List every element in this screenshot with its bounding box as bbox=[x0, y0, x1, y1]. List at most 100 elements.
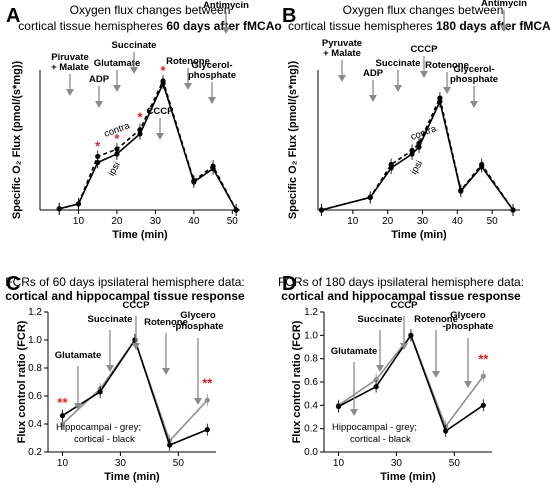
chart-subtitle-prefix: cortical tissue hemispheres bbox=[288, 19, 436, 33]
annotation-arrow-head bbox=[350, 409, 358, 416]
data-point bbox=[233, 207, 239, 213]
annotation-arrow-head bbox=[464, 381, 472, 388]
annotation-label: ADP bbox=[89, 74, 110, 85]
y-tick-label: 0.8 bbox=[304, 354, 318, 365]
data-point bbox=[95, 153, 101, 160]
chart-title: FCRs of 60 days ipsilateral hemisphere d… bbox=[5, 275, 244, 289]
annotation-label-line: -phosphate bbox=[172, 321, 223, 332]
significance-marker: * bbox=[137, 110, 143, 125]
x-tick-label: 10 bbox=[333, 458, 345, 469]
annotation-arrow-head bbox=[162, 368, 170, 375]
annotation-label-line: Antimycin bbox=[481, 0, 527, 9]
annotation-label: Antimycin bbox=[481, 0, 527, 9]
annotation-label-line: ADP bbox=[89, 74, 110, 85]
data-point bbox=[137, 131, 143, 137]
annotation-label-line: phosphate bbox=[188, 70, 236, 81]
annotation-label-line: Piruvate bbox=[51, 52, 89, 63]
data-point bbox=[191, 179, 197, 185]
annotation-arrow-head bbox=[208, 97, 216, 104]
chart-panel-c: FCRs of 60 days ipsilateral hemisphere d… bbox=[5, 275, 245, 483]
x-tick-label: 10 bbox=[347, 216, 359, 227]
data-point bbox=[204, 397, 210, 403]
annotation-arrow-head bbox=[443, 87, 451, 94]
annotation-label-line: Succinate bbox=[376, 58, 421, 69]
chart-subtitle: cortical tissue hemispheres 60 days afte… bbox=[18, 19, 281, 33]
y-tick-label: 1.2 bbox=[28, 307, 42, 318]
x-axis-title: Time (min) bbox=[112, 229, 168, 241]
y-tick-label: 1.0 bbox=[304, 330, 318, 341]
annotation-label-line: Antimycin bbox=[203, 0, 249, 11]
annotation-label: Glutamate bbox=[55, 350, 101, 361]
chart-panel-b: Oxygen flux changes between cortical tiss… bbox=[287, 0, 550, 241]
annotation-label: Pyruvate + Malate bbox=[322, 38, 362, 59]
y-tick-label: 1.2 bbox=[304, 307, 318, 318]
x-tick-label: 40 bbox=[188, 216, 200, 227]
data-point bbox=[437, 98, 443, 105]
annotation-label: Antimycin bbox=[203, 0, 249, 11]
y-axis-title: Flux control ratio (FCR) bbox=[291, 320, 303, 443]
data-point bbox=[114, 151, 120, 157]
annotation-arrow-head bbox=[338, 75, 346, 82]
data-point bbox=[160, 80, 166, 86]
annotation-label: Glycero -phosphate bbox=[442, 310, 493, 332]
annotation-label-line: Glycero bbox=[180, 310, 216, 321]
annotation-label-line: Succinate bbox=[88, 314, 133, 325]
annotation-arrow-head bbox=[130, 67, 138, 74]
annotation-label: Rotenone bbox=[425, 60, 469, 71]
x-tick-label: 50 bbox=[173, 458, 185, 469]
annotation-label-line: Glycerol- bbox=[453, 64, 494, 75]
data-point bbox=[75, 201, 82, 207]
data-point bbox=[56, 206, 62, 212]
annotation-label-line: CCCP bbox=[391, 300, 419, 311]
data-point bbox=[132, 337, 138, 343]
data-point bbox=[367, 194, 373, 200]
x-tick-label: 10 bbox=[57, 458, 69, 469]
annotation-label-line: Glutamate bbox=[55, 350, 101, 361]
x-tick-label: 30 bbox=[417, 216, 429, 227]
annotation-label-line: Rotenone bbox=[144, 317, 188, 328]
x-tick-label: 50 bbox=[449, 458, 461, 469]
x-tick-label: 20 bbox=[111, 216, 123, 227]
chart-panel-d: FCRs of 180 days ipsilateral hemisphere … bbox=[278, 275, 524, 483]
data-point bbox=[409, 151, 415, 157]
annotation-label-line: ADP bbox=[363, 68, 384, 79]
data-point bbox=[59, 421, 66, 427]
significance-marker: ** bbox=[478, 351, 489, 366]
y-axis-title: Flux control ratio (FCR) bbox=[16, 320, 28, 443]
data-point bbox=[408, 332, 414, 338]
x-tick-label: 30 bbox=[115, 458, 127, 469]
annotation-label-line: Glycerol- bbox=[191, 60, 232, 71]
annotation-label-line: Glycero bbox=[450, 310, 486, 321]
panel-label-d: D bbox=[282, 273, 296, 295]
series-line-ipsi bbox=[321, 99, 514, 211]
annotation-arrow-head bbox=[156, 133, 164, 140]
annotation-label: CCCP bbox=[147, 106, 175, 117]
annotation-arrow-head bbox=[400, 343, 408, 350]
y-tick-label: 0.6 bbox=[28, 391, 42, 402]
annotation-label-line: + Malate bbox=[323, 48, 361, 59]
chart-subtitle: cortical and hippocampal tissue response bbox=[5, 289, 245, 303]
annotation-arrow-head bbox=[194, 398, 202, 405]
chart-subtitle: cortical and hippocampal tissue response bbox=[281, 289, 521, 303]
x-tick-label: 30 bbox=[391, 458, 403, 469]
series-line-contra bbox=[321, 95, 514, 211]
series-line-ipsi bbox=[59, 81, 237, 211]
significance-marker: * bbox=[114, 131, 120, 146]
annotation-label-line: Pyruvate bbox=[322, 38, 362, 49]
annotation-label: Succinate bbox=[376, 58, 421, 69]
data-point bbox=[204, 427, 210, 433]
legend-text-line-2: cortical - black bbox=[350, 434, 411, 445]
x-tick-label: 50 bbox=[487, 216, 499, 227]
annotation-label: CCCP bbox=[411, 44, 439, 55]
data-point bbox=[416, 144, 422, 150]
x-tick-label: 10 bbox=[73, 216, 85, 227]
annotation-arrow-head bbox=[376, 365, 384, 372]
annotation-label: Glycero -phosphate bbox=[172, 310, 223, 332]
annotation-arrow-head bbox=[66, 89, 74, 96]
chart-subtitle-bold: cortical and hippocampal tissue response bbox=[281, 289, 521, 303]
annotation-label-line: CCCP bbox=[147, 106, 175, 117]
x-tick-label: 40 bbox=[452, 216, 464, 227]
annotation-label: Rotenone bbox=[414, 314, 458, 325]
annotation-label-line: Rotenone bbox=[425, 60, 469, 71]
